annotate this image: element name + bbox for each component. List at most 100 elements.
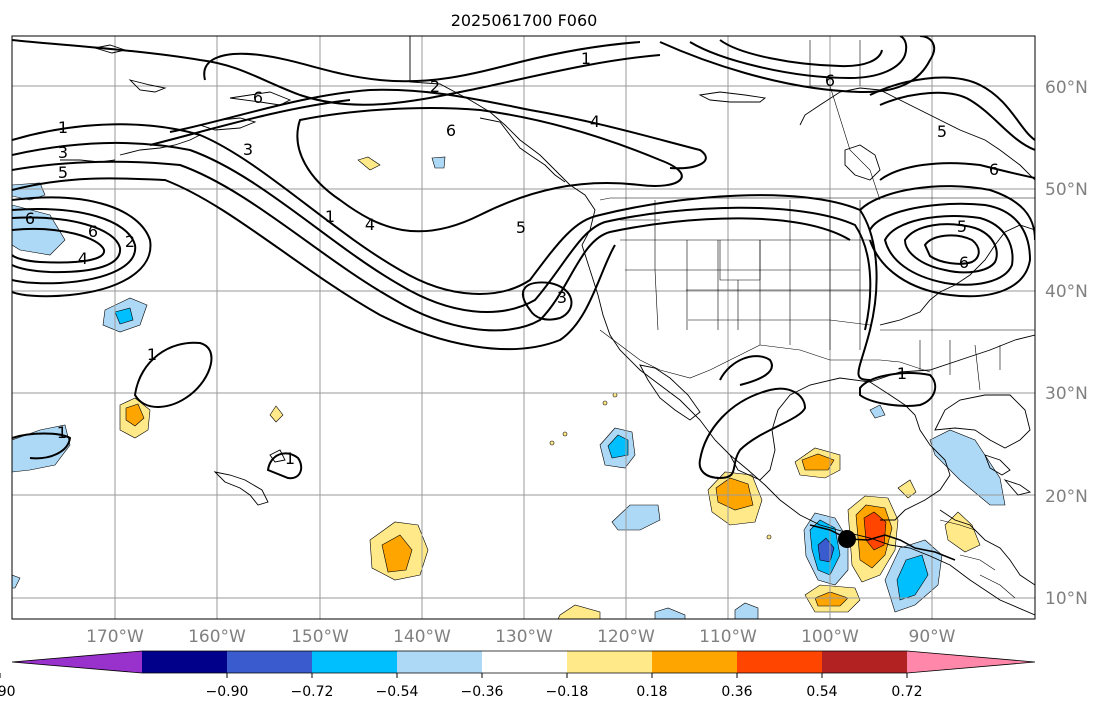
contour-line bbox=[12, 216, 122, 274]
contour-line bbox=[12, 208, 137, 285]
contour-line bbox=[12, 432, 72, 460]
contour-line bbox=[698, 387, 807, 480]
political-borders bbox=[599, 40, 1035, 599]
lat-label: 10°N bbox=[1045, 589, 1088, 609]
contour-label: 6 bbox=[825, 71, 835, 90]
contour-label: 6 bbox=[989, 160, 999, 179]
lat-label: 60°N bbox=[1045, 78, 1088, 98]
contour-line bbox=[12, 196, 152, 298]
colorbar-tick-label: −0.54 bbox=[376, 684, 419, 700]
contour-label: 6 bbox=[25, 209, 35, 228]
contour-line bbox=[869, 76, 1035, 141]
storm-center-marker bbox=[838, 530, 856, 548]
contour-line bbox=[869, 202, 1032, 298]
colorbar-segment bbox=[397, 651, 482, 673]
lat-label: 40°N bbox=[1045, 282, 1088, 302]
contour-line bbox=[133, 341, 213, 408]
contour-label: 5 bbox=[937, 122, 947, 141]
colorbar-segment bbox=[567, 651, 652, 673]
longitude-labels: 170°W 160°W 150°W 140°W 130°W 120°W 110°… bbox=[86, 627, 956, 647]
contour-line bbox=[296, 107, 683, 233]
colorbar-segment bbox=[652, 651, 737, 673]
contour-label: 6 bbox=[446, 121, 456, 140]
colorbar-tick-label: 0.72 bbox=[891, 684, 922, 700]
lat-label: 30°N bbox=[1045, 384, 1088, 404]
contour-line bbox=[859, 372, 937, 407]
contour-label: 1 bbox=[57, 423, 67, 442]
contour-line bbox=[521, 281, 573, 321]
contour-label: 3 bbox=[243, 140, 253, 159]
graticule bbox=[12, 36, 1035, 619]
colorbar-tick-label: −0.36 bbox=[461, 684, 504, 700]
map-panel: 1 3 5 6 4 2 6 1 4 5 3 3 6 2 6 1 4 6 5 6 … bbox=[12, 36, 1035, 619]
lon-label: 110°W bbox=[699, 627, 757, 647]
contour-line bbox=[719, 355, 773, 386]
colorbar-tick-label: 0.18 bbox=[636, 684, 667, 700]
contour-label: 4 bbox=[365, 215, 375, 234]
map-frame bbox=[11, 35, 1036, 620]
contour-line bbox=[859, 185, 1035, 241]
colorbar-extend-max bbox=[907, 651, 1035, 673]
contour-label: 1 bbox=[581, 49, 591, 68]
colorbar-tick-label: 0.90 bbox=[0, 684, 16, 700]
lon-label: 100°W bbox=[801, 627, 859, 647]
lat-label: 20°N bbox=[1045, 487, 1088, 507]
colorbar-segment bbox=[482, 651, 567, 673]
contour-line bbox=[12, 39, 661, 106]
lon-label: 160°W bbox=[188, 627, 246, 647]
colorbar-segment bbox=[737, 651, 822, 673]
lat-label: 50°N bbox=[1045, 180, 1088, 200]
contour-line bbox=[203, 41, 641, 83]
contour-line bbox=[12, 123, 878, 381]
contour-label: 1 bbox=[285, 449, 295, 468]
contours bbox=[12, 36, 1035, 480]
contour-line bbox=[883, 215, 1014, 286]
contour-line bbox=[719, 39, 883, 68]
contour-label: 1 bbox=[147, 345, 157, 364]
lon-label: 120°W bbox=[597, 627, 655, 647]
lon-label: 130°W bbox=[495, 627, 553, 647]
contour-line bbox=[879, 162, 1035, 181]
contour-label: 6 bbox=[88, 222, 98, 241]
lon-label: 140°W bbox=[393, 627, 451, 647]
contour-label: 5 bbox=[58, 163, 68, 182]
colorbar-tick-label: 0.54 bbox=[806, 684, 837, 700]
lon-label: 150°W bbox=[291, 627, 349, 647]
lon-label: 90°W bbox=[909, 627, 956, 647]
contour-label: 2 bbox=[430, 77, 440, 96]
contour-line bbox=[903, 223, 998, 274]
contour-label: 3 bbox=[58, 143, 68, 162]
colorbar-segment bbox=[142, 651, 227, 673]
colorbar-tick-label: −0.18 bbox=[546, 684, 589, 700]
contour-label: 1 bbox=[58, 118, 68, 137]
map-title: 2025061700 F060 bbox=[451, 11, 598, 30]
contour-label: 6 bbox=[253, 88, 263, 107]
colorbar-tick-label: −0.90 bbox=[206, 684, 249, 700]
contour-line bbox=[12, 227, 105, 264]
contour-line bbox=[12, 160, 851, 332]
contour-line bbox=[12, 177, 616, 351]
colorbar-extend-min bbox=[12, 651, 142, 673]
colorbar-segment bbox=[312, 651, 397, 673]
colorbar-segment bbox=[822, 651, 907, 673]
contour-labels: 1 3 5 6 4 2 6 1 4 5 3 3 6 2 6 1 4 6 5 6 … bbox=[25, 49, 999, 468]
contour-line bbox=[266, 452, 303, 480]
contour-line bbox=[879, 91, 1035, 151]
contour-line bbox=[149, 99, 351, 146]
contour-label: 3 bbox=[557, 288, 567, 307]
contour-label: 1 bbox=[325, 207, 335, 226]
lon-label: 170°W bbox=[86, 627, 144, 647]
contour-label: 6 bbox=[959, 253, 969, 272]
colorbar-tick-label: 0.36 bbox=[721, 684, 752, 700]
contour-line bbox=[169, 88, 707, 170]
contour-label: 5 bbox=[516, 218, 526, 237]
contour-label: 2 bbox=[125, 232, 135, 251]
latitude-labels: 60°N 50°N 40°N 30°N 20°N 10°N bbox=[1045, 78, 1088, 609]
colorbar bbox=[11, 650, 1036, 674]
storm-track bbox=[809, 524, 956, 561]
colorbar-tick-label: −0.72 bbox=[291, 684, 334, 700]
colorbar-segment bbox=[227, 651, 312, 673]
shade-blob-yellow-small bbox=[269, 405, 284, 423]
shade-blob-blue-bottomleft bbox=[12, 424, 71, 473]
